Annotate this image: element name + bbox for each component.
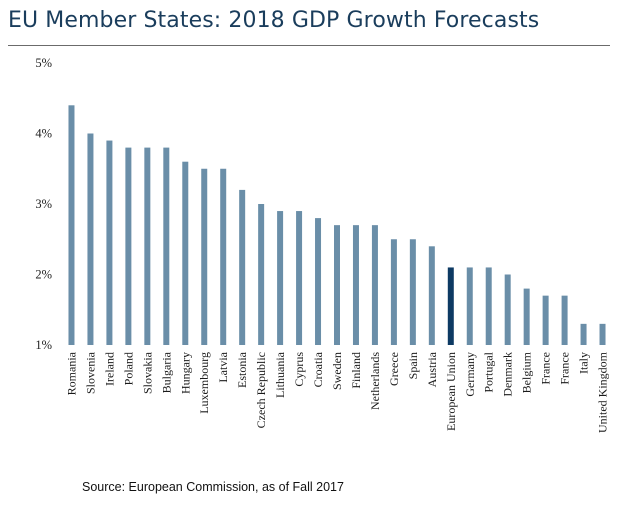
- bar: [523, 288, 530, 345]
- bar: [296, 211, 303, 345]
- x-tick-label: Croatia: [311, 351, 325, 387]
- x-tick-label: United Kingdom: [596, 351, 610, 433]
- x-tick-label: Estonia: [235, 351, 249, 388]
- x-tick-label: Slovakia: [140, 351, 154, 394]
- bar: [220, 168, 227, 345]
- bar: [352, 225, 359, 345]
- x-tick-label: Belgium: [520, 351, 534, 393]
- x-tick-label: Portugal: [482, 351, 496, 392]
- x-tick-label: Latvia: [216, 351, 230, 382]
- x-tick-label: Spain: [406, 352, 420, 379]
- x-tick-label: Hungary: [178, 352, 192, 394]
- bar: [144, 147, 151, 345]
- x-tick-label: Slovenia: [83, 351, 97, 394]
- bar: [239, 189, 246, 345]
- x-tick-label: Romania: [64, 351, 78, 395]
- bar: [447, 267, 454, 345]
- bar: [599, 323, 606, 345]
- y-tick-label: 2%: [35, 268, 52, 282]
- x-tick-label: France: [539, 352, 553, 385]
- bar: [409, 239, 416, 345]
- bar: [580, 323, 587, 345]
- chart-title: EU Member States: 2018 GDP Growth Foreca…: [8, 8, 540, 33]
- x-tick-label: Cyprus: [292, 352, 306, 387]
- x-tick-label: Bulgaria: [159, 351, 173, 393]
- bar: [182, 161, 189, 345]
- bar: [68, 105, 75, 345]
- bar-chart: 1% 2% 3% 4% 5% Romania Slovenia Ireland Poland S…: [35, 56, 609, 433]
- bar: [258, 204, 265, 345]
- x-tick-label: Finland: [349, 352, 363, 389]
- bar: [125, 147, 132, 345]
- bar: [504, 274, 511, 345]
- bar: [277, 211, 284, 345]
- y-tick-label: 5%: [35, 56, 52, 70]
- bar: [390, 239, 397, 345]
- bar: [371, 225, 378, 345]
- y-tick-label: 1%: [35, 338, 52, 352]
- bar: [466, 267, 473, 345]
- bar: [201, 168, 208, 345]
- x-tick-label: Czech Republic: [254, 352, 268, 428]
- y-tick-label: 4%: [35, 127, 52, 141]
- x-tick-label: Italy: [577, 352, 591, 374]
- x-axis-labels: Romania Slovenia Ireland Poland Slovakia Bulg…: [64, 351, 609, 433]
- bar: [315, 218, 322, 345]
- bar: [334, 225, 340, 345]
- x-tick-label: European Union: [444, 352, 458, 431]
- x-tick-label: Denmark: [501, 352, 515, 397]
- title-divider: [8, 45, 610, 46]
- bar: [561, 295, 568, 345]
- x-tick-label: Germany: [463, 352, 477, 397]
- x-tick-label: France: [558, 352, 572, 385]
- bars: [68, 105, 606, 345]
- bar: [428, 246, 435, 345]
- x-tick-label: Netherlands: [368, 352, 382, 410]
- bar: [542, 295, 549, 345]
- x-tick-label: Poland: [121, 352, 135, 385]
- bar: [163, 147, 170, 345]
- x-tick-label: Austria: [425, 351, 439, 387]
- bar: [485, 267, 492, 345]
- x-tick-label: Luxembourg: [197, 352, 211, 414]
- y-tick-label: 3%: [35, 197, 52, 211]
- source-note: Source: European Commission, as of Fall …: [82, 480, 344, 494]
- x-tick-label: Greece: [387, 352, 401, 386]
- y-axis-ticks: 1% 2% 3% 4% 5%: [35, 56, 52, 352]
- x-tick-label: Lithuania: [273, 351, 287, 398]
- bar: [87, 133, 94, 345]
- x-tick-label: Sweden: [330, 352, 344, 390]
- x-tick-label: Ireland: [102, 352, 116, 386]
- bar: [106, 140, 113, 345]
